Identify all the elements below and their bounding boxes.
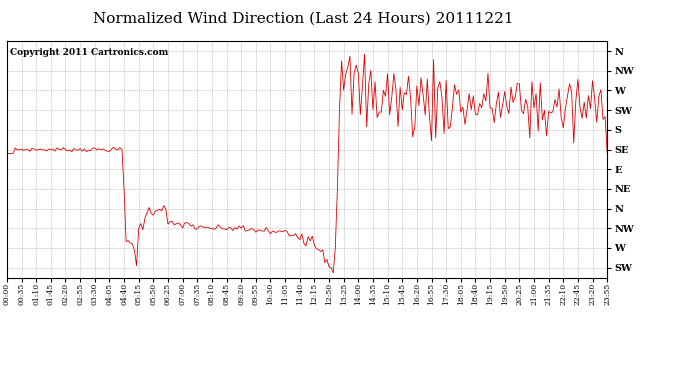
- Text: Copyright 2011 Cartronics.com: Copyright 2011 Cartronics.com: [10, 48, 168, 57]
- Text: Normalized Wind Direction (Last 24 Hours) 20111221: Normalized Wind Direction (Last 24 Hours…: [93, 11, 514, 25]
